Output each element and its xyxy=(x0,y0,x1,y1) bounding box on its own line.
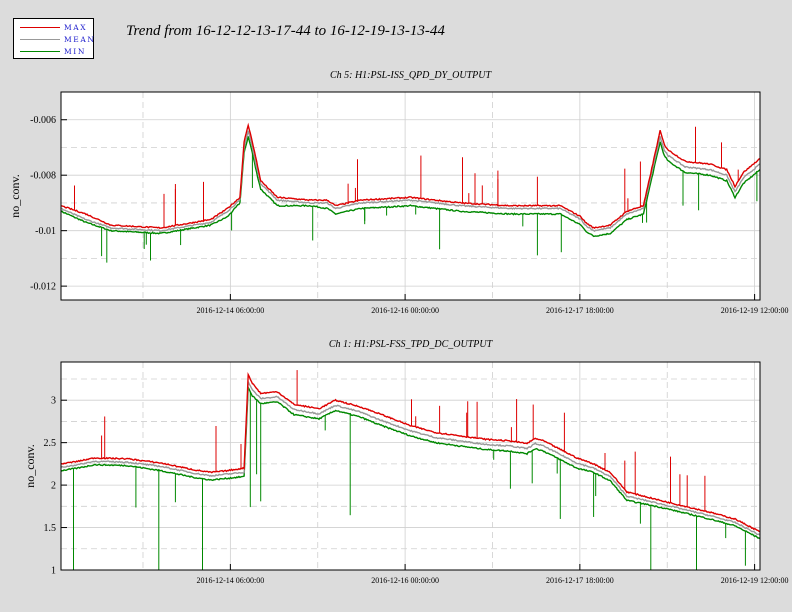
y-tick-label: 1.5 xyxy=(44,523,57,534)
x-tick-label: 2016-12-16 00:00:00 xyxy=(371,306,439,315)
plot-area xyxy=(61,362,760,570)
y-tick-label: -0.006 xyxy=(30,115,56,126)
x-tick-label: 2016-12-19 12:00:00 xyxy=(721,306,789,315)
chart-title: Ch 1: H1:PSL-FSS_TPD_DC_OUTPUT xyxy=(329,339,494,350)
legend: MAX MEAN MIN xyxy=(13,18,94,59)
legend-item-mean: MEAN xyxy=(14,34,95,46)
plot-frame xyxy=(60,361,761,571)
legend-item-max: MAX xyxy=(14,22,95,34)
x-tick-label: 2016-12-14 06:00:00 xyxy=(196,306,264,315)
y-tick-label: 3 xyxy=(51,396,56,407)
series-line-max xyxy=(60,371,761,533)
legend-item-min: MIN xyxy=(14,46,95,58)
y-tick-label: -0.008 xyxy=(30,171,56,182)
y-tick-label: 2.5 xyxy=(44,438,57,449)
y-tick-label: 2 xyxy=(51,481,56,492)
legend-swatch-max xyxy=(20,27,60,28)
legend-label-min: MIN xyxy=(64,47,87,56)
y-tick-label: -0.01 xyxy=(35,226,56,237)
series-line-min xyxy=(60,136,761,238)
legend-label-max: MAX xyxy=(64,23,88,32)
series-line-mean xyxy=(60,381,761,536)
y-axis-label: no_conv. xyxy=(8,174,22,218)
legend-swatch-min xyxy=(20,51,60,52)
legend-swatch-mean xyxy=(20,39,60,40)
legend-label-mean: MEAN xyxy=(64,35,96,44)
plot-area xyxy=(61,92,760,300)
x-tick-label: 2016-12-14 06:00:00 xyxy=(196,576,264,585)
chart-1: -0.006 -0.008 -0.01 -0.012 2016-12-14 06:00:… xyxy=(8,70,789,315)
x-tick-label: 2016-12-17 18:00:00 xyxy=(546,306,614,315)
series-line-min xyxy=(60,384,761,540)
main-title: Trend from 16-12-12-13-17-44 to 16-12-19… xyxy=(126,23,445,39)
x-tick-label: 2016-12-19 12:00:00 xyxy=(721,576,789,585)
x-tick-label: 2016-12-16 00:00:00 xyxy=(371,576,439,585)
y-tick-label: -0.012 xyxy=(30,282,56,293)
y-tick-label: 1 xyxy=(51,566,56,577)
series-line-mean xyxy=(60,130,761,232)
x-tick-label: 2016-12-17 18:00:00 xyxy=(546,576,614,585)
chart-title: Ch 5: H1:PSL-ISS_QPD_DY_OUTPUT xyxy=(330,70,493,81)
plot-frame xyxy=(60,91,761,301)
chart-2: 1 1.5 2 2.5 3 2016-12-14 06:00:00 2016-12-16 0… xyxy=(23,339,789,585)
y-axis-label: no_conv. xyxy=(23,444,37,488)
series-line-max xyxy=(61,122,761,230)
